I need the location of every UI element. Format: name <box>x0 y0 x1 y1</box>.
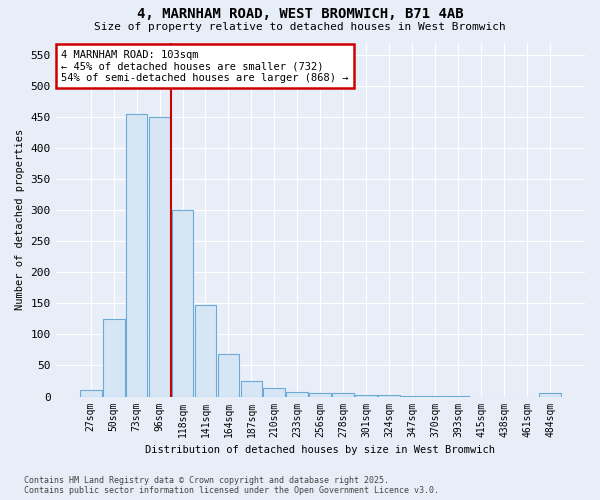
Bar <box>310 393 331 396</box>
Text: Size of property relative to detached houses in West Bromwich: Size of property relative to detached ho… <box>94 22 506 32</box>
Text: 4, MARNHAM ROAD, WEST BROMWICH, B71 4AB: 4, MARNHAM ROAD, WEST BROMWICH, B71 4AB <box>137 8 463 22</box>
Bar <box>539 393 561 396</box>
Bar <box>241 381 262 396</box>
Text: Contains HM Land Registry data © Crown copyright and database right 2025.
Contai: Contains HM Land Registry data © Crown c… <box>24 476 439 495</box>
Text: 4 MARNHAM ROAD: 103sqm
← 45% of detached houses are smaller (732)
54% of semi-de: 4 MARNHAM ROAD: 103sqm ← 45% of detached… <box>61 50 349 83</box>
X-axis label: Distribution of detached houses by size in West Bromwich: Distribution of detached houses by size … <box>145 445 496 455</box>
Bar <box>355 394 377 396</box>
Bar <box>194 304 217 396</box>
Bar <box>286 392 308 396</box>
Bar <box>172 210 193 396</box>
Bar <box>218 354 239 397</box>
Bar <box>332 394 354 396</box>
Y-axis label: Number of detached properties: Number of detached properties <box>15 129 25 310</box>
Bar <box>125 114 148 397</box>
Bar <box>263 388 286 396</box>
Bar <box>80 390 101 396</box>
Bar <box>149 117 170 396</box>
Bar <box>103 319 125 396</box>
